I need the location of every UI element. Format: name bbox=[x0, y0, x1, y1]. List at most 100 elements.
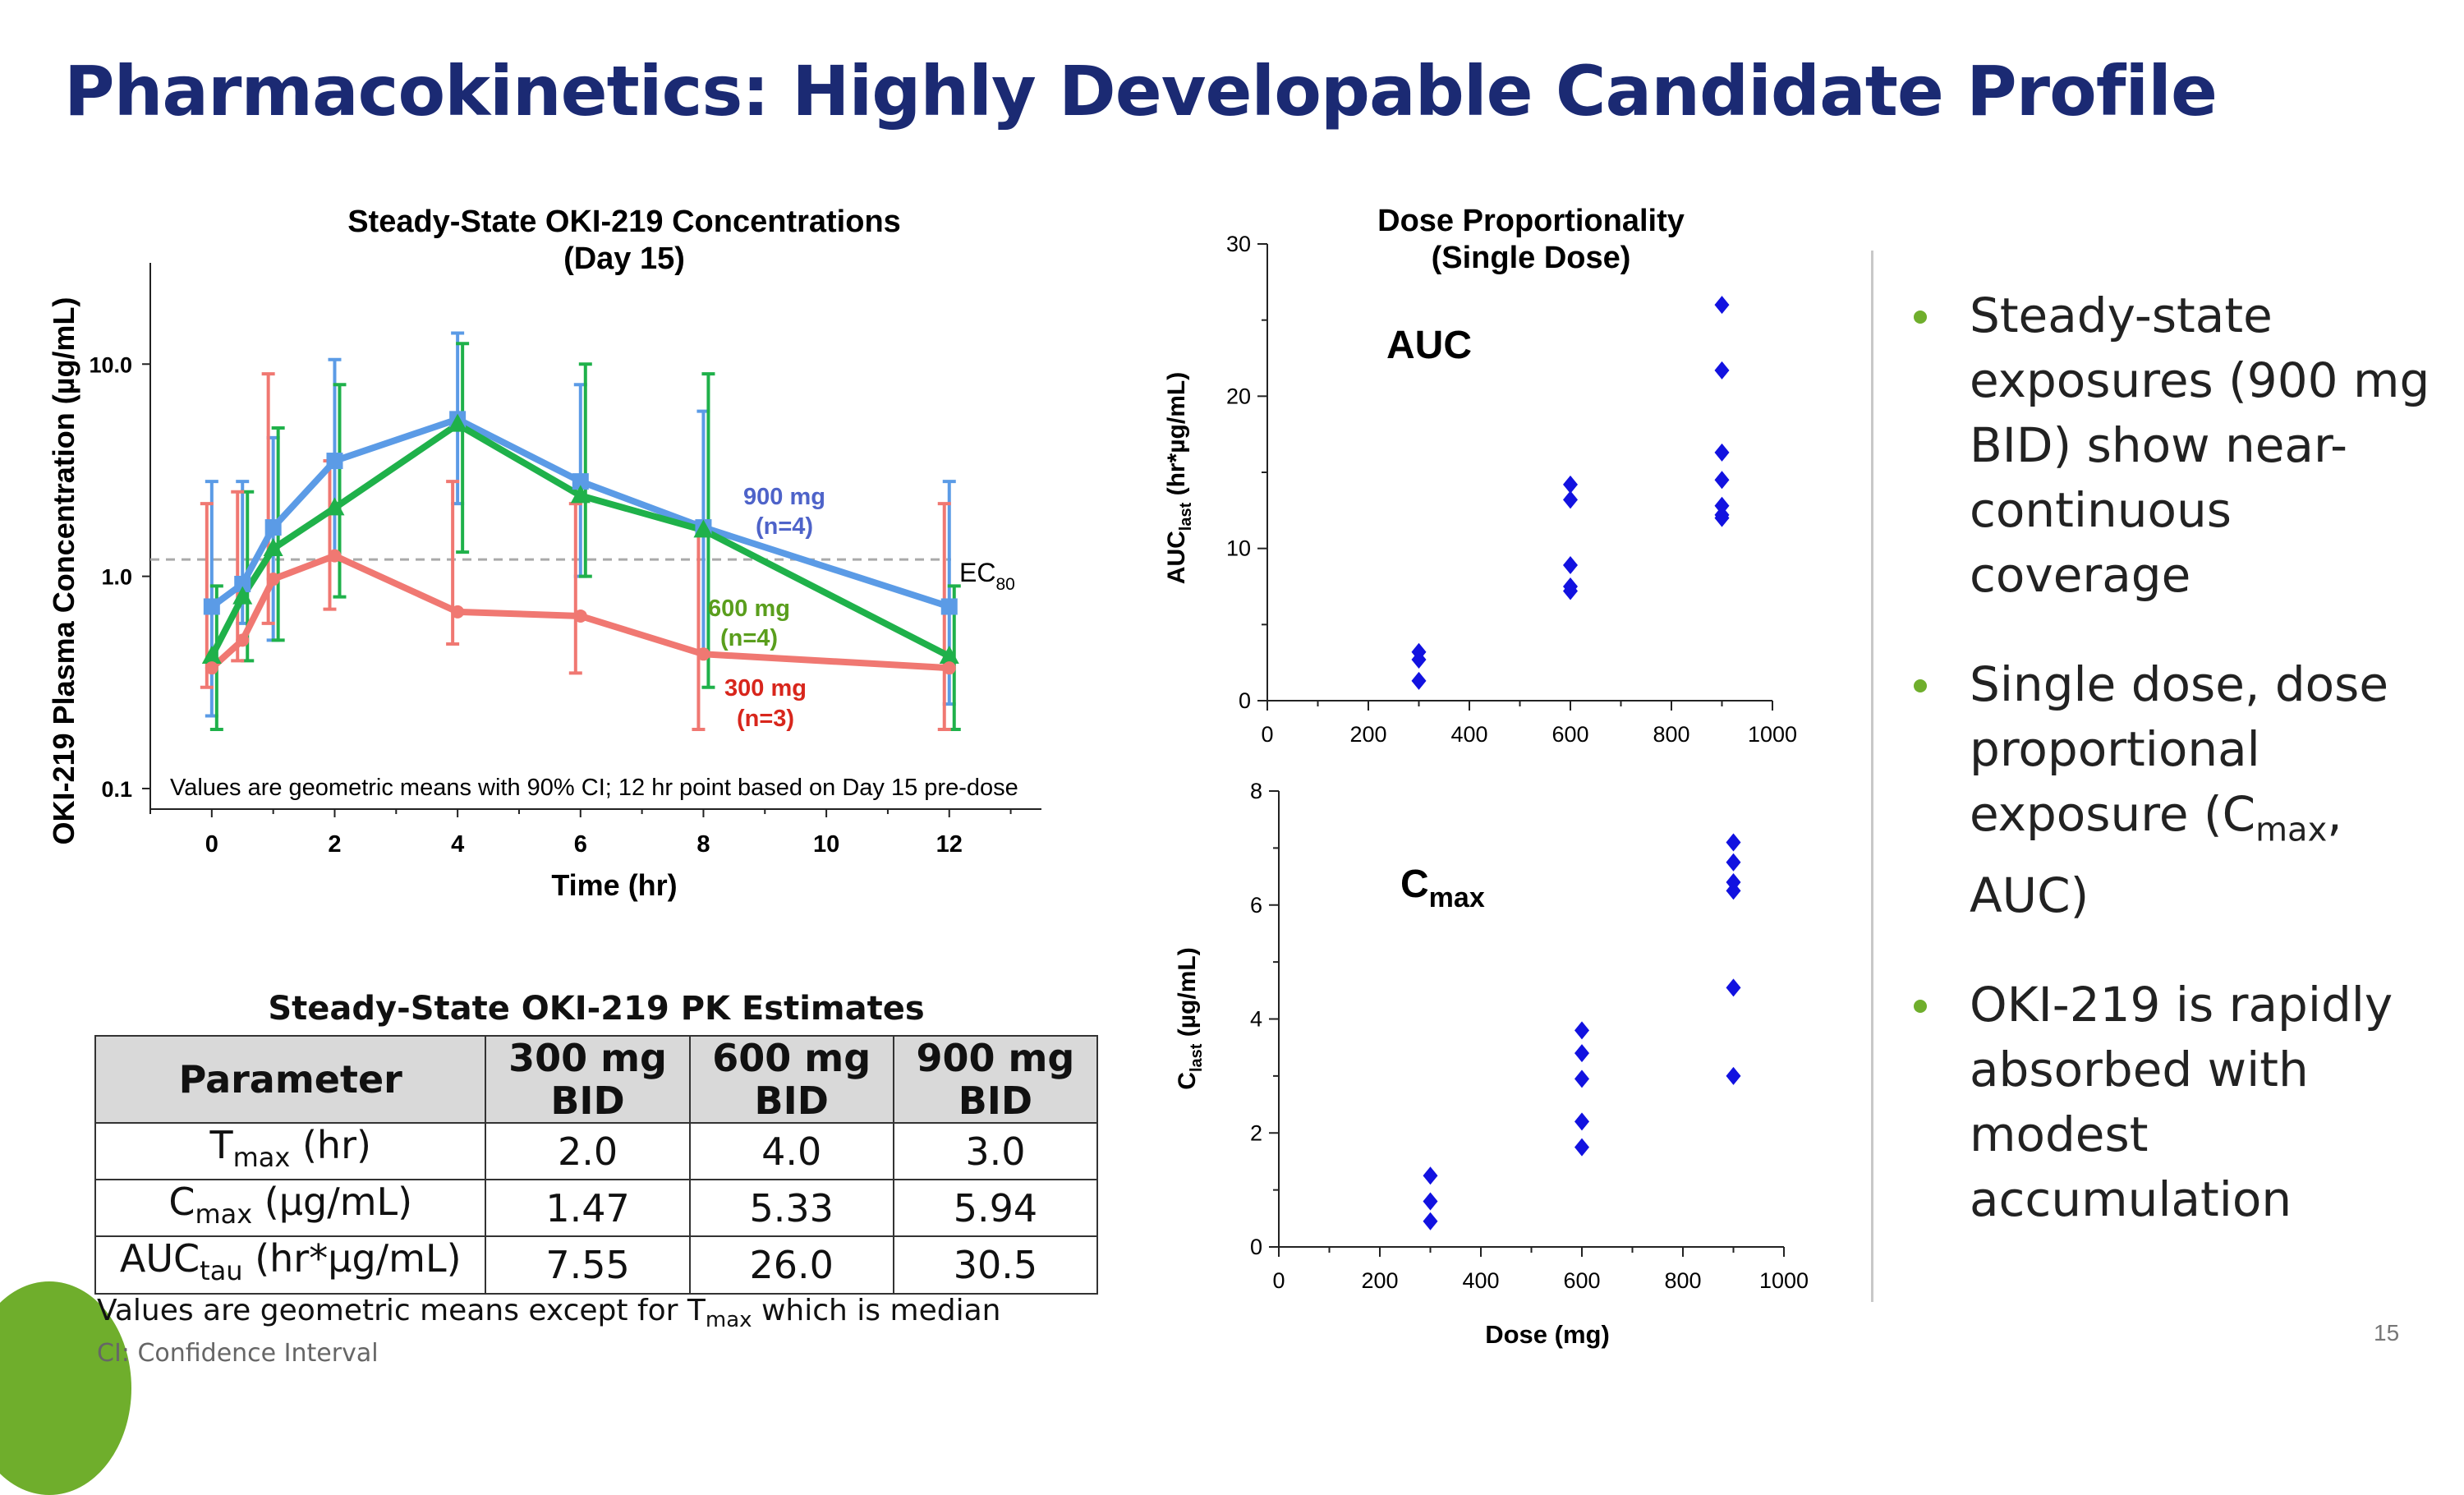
y-tick-label: 10 bbox=[1226, 536, 1251, 561]
x-tick-label: 600 bbox=[1551, 722, 1588, 747]
auc-scatter-chart: 0 200 400 600 800 1000 0 10 20 30 Dose Proportion… bbox=[1163, 204, 1797, 747]
data-point bbox=[942, 661, 956, 675]
chart1-title: Steady-State OKI-219 Concentrations bbox=[347, 205, 901, 239]
value-cell: 1.47 bbox=[485, 1179, 691, 1238]
data-point bbox=[1423, 1166, 1438, 1185]
cmax-scatter-chart: 0 200 400 600 800 1000 0 2 4 6 8 Cmax Clast (µg/mL… bbox=[1174, 779, 1809, 1349]
series-line bbox=[209, 416, 950, 610]
page-title: Pharmacokinetics: Highly Developable Can… bbox=[64, 51, 2218, 131]
chart3-ylabel: Clast (µg/mL) bbox=[1174, 947, 1206, 1089]
y-tick-label: 0.1 bbox=[101, 777, 132, 802]
chart2-ylabel: AUClast (hr*µg/mL) bbox=[1163, 372, 1195, 584]
x-tick-label: 2 bbox=[328, 831, 341, 858]
x-tick-label: 400 bbox=[1462, 1268, 1499, 1293]
legend-label: 300 mg bbox=[724, 675, 807, 702]
value-cell: 26.0 bbox=[688, 1235, 894, 1295]
bullet-list: Steady-state exposures (900 mg BID) show… bbox=[1914, 283, 2439, 1276]
y-tick-label: 1.0 bbox=[101, 565, 132, 590]
data-point bbox=[939, 645, 959, 664]
series-line bbox=[209, 552, 949, 672]
data-point bbox=[1411, 671, 1427, 690]
x-tick-label: 8 bbox=[696, 831, 710, 858]
x-tick-label: 600 bbox=[1563, 1268, 1600, 1293]
x-tick-label: 12 bbox=[936, 831, 963, 858]
value-cell: 4.0 bbox=[688, 1121, 894, 1181]
table-row: Tmax (hr) 2.0 4.0 3.0 bbox=[94, 1121, 1099, 1181]
bullet-item: Single dose, dose proportional exposure … bbox=[1914, 652, 2439, 928]
data-point bbox=[1563, 475, 1578, 494]
cmax-label: Cmax bbox=[1400, 862, 1485, 913]
x-tick-label: 1000 bbox=[1748, 722, 1797, 747]
divider bbox=[1871, 251, 1873, 1302]
data-point bbox=[203, 598, 220, 615]
data-point bbox=[263, 537, 283, 556]
page-number: 15 bbox=[2374, 1320, 2400, 1346]
data-point bbox=[696, 647, 710, 661]
data-point bbox=[1726, 833, 1741, 852]
param-cell: AUCtau (hr*µg/mL) bbox=[94, 1235, 487, 1295]
table-note: Values are geometric means except for Tm… bbox=[97, 1294, 1001, 1333]
chart1-annotation: Values are geometric means with 90% CI; … bbox=[170, 775, 1018, 801]
data-point bbox=[1563, 582, 1578, 600]
data-point bbox=[451, 605, 465, 619]
value-cell: 5.94 bbox=[892, 1179, 1099, 1238]
value-cell: 7.55 bbox=[485, 1235, 691, 1295]
bullet-item: Steady-state exposures (900 mg BID) show… bbox=[1914, 283, 2439, 608]
y-tick-label: 2 bbox=[1250, 1120, 1262, 1145]
y-tick-label: 0 bbox=[1239, 688, 1251, 713]
param-cell: Tmax (hr) bbox=[94, 1121, 487, 1181]
data-point bbox=[1423, 1192, 1438, 1211]
pk-table: Parameter 300 mg BID 600 mg BID 900 mg BID … bbox=[94, 1035, 1099, 1295]
value-cell: 30.5 bbox=[892, 1235, 1099, 1295]
data-point bbox=[326, 453, 343, 470]
chart2-title: Dose Proportionality bbox=[1377, 204, 1685, 238]
data-point bbox=[232, 586, 253, 605]
chart1-subtitle: (Day 15) bbox=[563, 242, 685, 276]
data-point bbox=[266, 573, 280, 586]
data-point bbox=[328, 549, 342, 563]
legend-n: (n=4) bbox=[720, 625, 778, 651]
value-cell: 3.0 bbox=[892, 1121, 1099, 1181]
data-point bbox=[1574, 1021, 1589, 1040]
data-point bbox=[1714, 471, 1730, 490]
dose-header: 600 mg BID bbox=[688, 1035, 894, 1124]
dose-header: 300 mg BID bbox=[485, 1035, 691, 1124]
x-tick-label: 1000 bbox=[1759, 1268, 1809, 1293]
data-point bbox=[1563, 490, 1578, 509]
data-point bbox=[940, 598, 958, 615]
data-point bbox=[1574, 1044, 1589, 1063]
y-tick-label: 4 bbox=[1250, 1007, 1262, 1032]
legend-label: 600 mg bbox=[708, 596, 790, 622]
data-point bbox=[572, 473, 589, 490]
x-tick-label: 4 bbox=[451, 831, 464, 858]
table-row: AUCtau (hr*µg/mL) 7.55 26.0 30.5 bbox=[94, 1235, 1099, 1295]
data-point bbox=[1714, 296, 1730, 315]
x-tick-label: 200 bbox=[1349, 722, 1386, 747]
data-point bbox=[693, 519, 714, 538]
data-point bbox=[1726, 978, 1741, 997]
y-tick-label: 10.0 bbox=[89, 352, 132, 377]
auc-label: AUC bbox=[1386, 324, 1472, 367]
y-tick-label: 8 bbox=[1250, 779, 1262, 803]
data-point bbox=[448, 413, 468, 432]
x-tick-label: 0 bbox=[1261, 722, 1273, 747]
data-point bbox=[1726, 853, 1741, 872]
data-point bbox=[1726, 1066, 1741, 1085]
data-point bbox=[1714, 496, 1730, 515]
pk-table-title: Steady-State OKI-219 PK Estimates bbox=[268, 990, 925, 1028]
data-point bbox=[1714, 443, 1730, 462]
bullet-dot-icon bbox=[1914, 679, 1927, 692]
data-point bbox=[1714, 361, 1730, 380]
bullet-dot-icon bbox=[1914, 310, 1927, 324]
pk-table-header: Parameter 300 mg BID 600 mg BID 900 mg BID bbox=[94, 1035, 1099, 1124]
data-point bbox=[1423, 1212, 1438, 1230]
data-point bbox=[1563, 556, 1578, 575]
data-point bbox=[205, 661, 218, 675]
data-point bbox=[1574, 1070, 1589, 1088]
x-tick-label: 800 bbox=[1664, 1268, 1701, 1293]
data-point bbox=[201, 645, 222, 664]
data-point bbox=[1574, 1112, 1589, 1131]
dose-header: 900 mg BID bbox=[892, 1035, 1099, 1124]
chart1-ylabel: OKI-219 Plasma Concentration (µg/mL) bbox=[47, 297, 80, 845]
bullet-dot-icon bbox=[1914, 999, 1927, 1013]
